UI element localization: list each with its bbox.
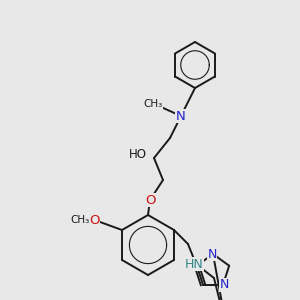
Text: CH₃: CH₃ (143, 99, 163, 109)
Text: HN: HN (184, 257, 203, 271)
Text: O: O (145, 194, 155, 206)
Text: N: N (219, 278, 229, 291)
Text: N: N (176, 110, 186, 122)
Text: N: N (207, 248, 217, 260)
Text: HO: HO (129, 148, 147, 161)
Text: O: O (89, 214, 99, 226)
Text: CH₃: CH₃ (70, 215, 90, 225)
